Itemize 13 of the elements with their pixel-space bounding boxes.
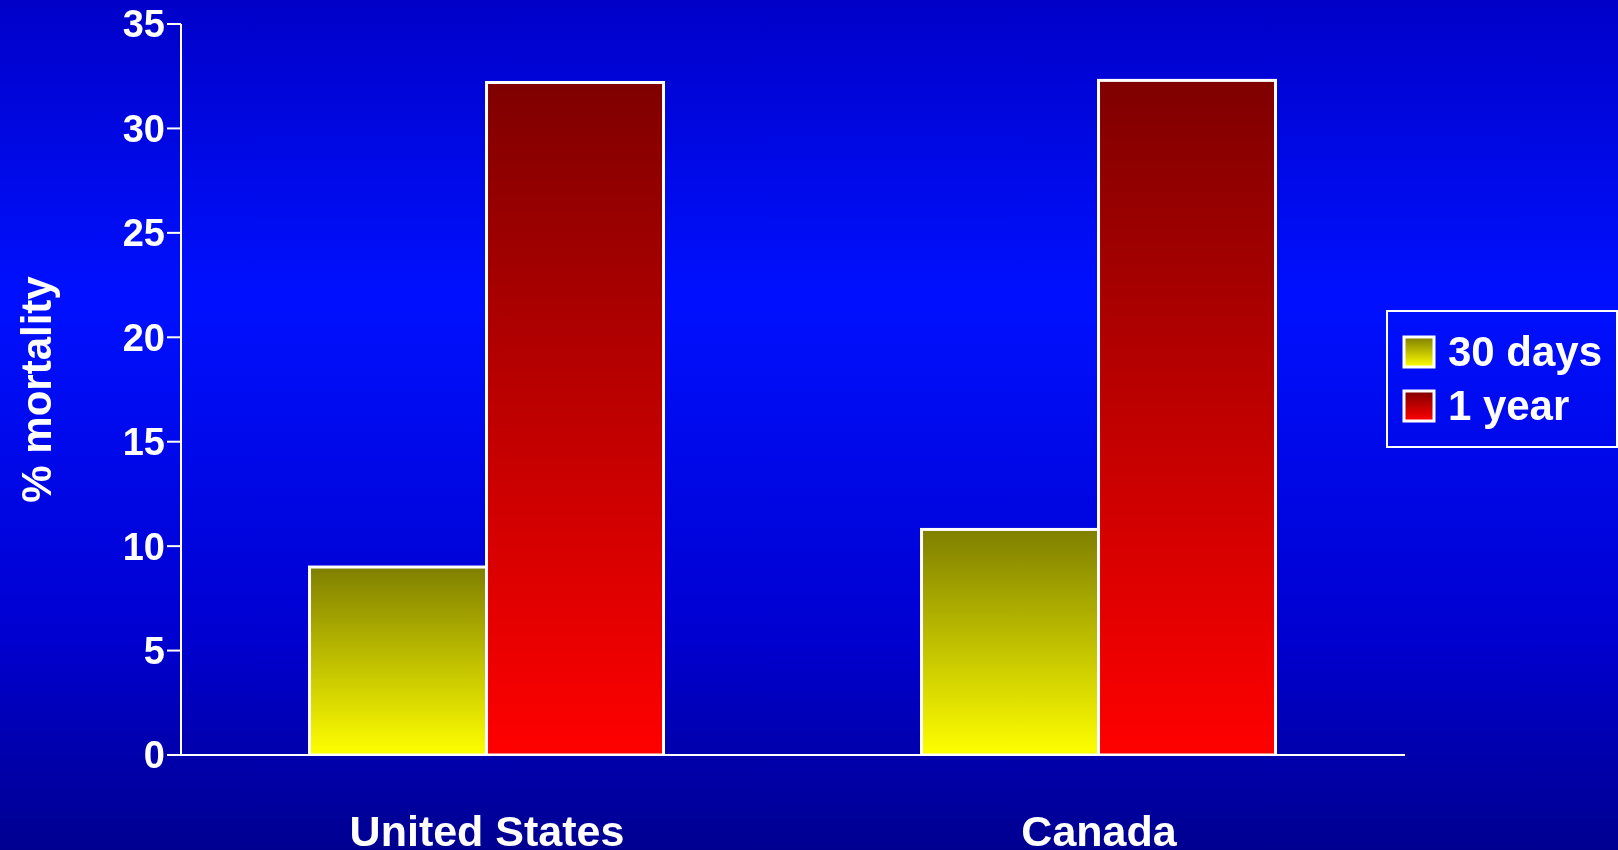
y-tick-label: 20 [122, 316, 165, 359]
x-tick-label: United States [349, 806, 625, 850]
legend-label: 30 days [1447, 328, 1602, 376]
y-axis-title: % mortality [12, 275, 60, 503]
x-tick-label: Canada [1021, 806, 1178, 850]
y-tick-label: 35 [122, 3, 165, 46]
y-tick-label: 5 [143, 630, 165, 673]
y-tick-label: 25 [122, 212, 165, 255]
y-tick-label: 30 [122, 107, 165, 150]
y-tick-label: 10 [122, 525, 165, 568]
y-tick-label: 15 [122, 421, 165, 464]
legend-label: 1 year [1447, 382, 1570, 430]
y-tick-label: 0 [143, 734, 165, 777]
